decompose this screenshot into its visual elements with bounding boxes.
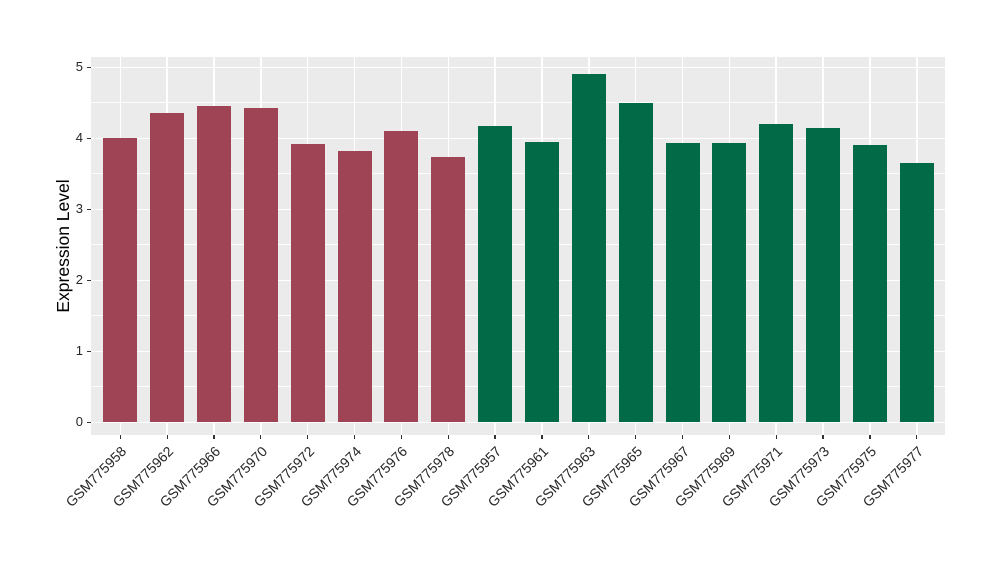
y-axis-tick bbox=[87, 350, 91, 352]
bar bbox=[665, 143, 700, 423]
y-tick-label: 4 bbox=[75, 130, 83, 146]
x-axis-tick bbox=[166, 435, 168, 439]
x-axis-tick bbox=[353, 435, 356, 439]
y-axis-tick bbox=[87, 279, 91, 281]
bar bbox=[759, 124, 794, 423]
x-axis-tick bbox=[588, 435, 590, 439]
bar bbox=[384, 131, 419, 423]
major-gridline bbox=[91, 421, 945, 424]
x-axis-tick bbox=[728, 435, 730, 439]
x-axis-tick bbox=[541, 435, 543, 439]
plot-panel bbox=[91, 57, 945, 435]
minor-gridline bbox=[91, 315, 945, 317]
x-axis-tick bbox=[775, 435, 777, 439]
bar bbox=[618, 102, 653, 423]
x-axis-tick bbox=[494, 435, 496, 439]
y-axis-tick bbox=[87, 66, 91, 68]
y-tick-label: 5 bbox=[75, 59, 83, 75]
bar bbox=[431, 157, 466, 423]
x-axis-tick bbox=[916, 435, 918, 439]
minor-gridline bbox=[91, 173, 945, 175]
y-tick-label: 1 bbox=[75, 343, 83, 359]
x-axis-tick bbox=[681, 435, 684, 439]
major-gridline bbox=[91, 208, 945, 211]
major-gridline bbox=[91, 279, 945, 282]
x-axis-tick bbox=[822, 435, 824, 439]
bar bbox=[571, 74, 606, 423]
x-axis-tick bbox=[260, 435, 262, 439]
bar bbox=[103, 138, 138, 423]
bar bbox=[524, 141, 559, 423]
bar bbox=[243, 108, 278, 423]
major-gridline bbox=[91, 350, 945, 353]
x-axis-tick bbox=[447, 435, 449, 439]
x-axis-tick bbox=[119, 435, 121, 439]
y-tick-label: 3 bbox=[75, 201, 83, 217]
x-axis-tick bbox=[307, 435, 309, 439]
x-axis-tick bbox=[869, 435, 871, 439]
bar bbox=[806, 127, 841, 423]
x-axis-tick bbox=[400, 435, 403, 439]
x-axis-tick bbox=[213, 435, 215, 439]
y-axis-tick bbox=[87, 208, 91, 210]
major-gridline bbox=[91, 137, 945, 140]
y-tick-label: 0 bbox=[75, 414, 83, 430]
x-axis-tick bbox=[635, 435, 637, 439]
y-axis-title: Expression Level bbox=[53, 179, 73, 313]
minor-gridline bbox=[91, 386, 945, 388]
y-axis-tick bbox=[87, 137, 91, 139]
bar bbox=[712, 143, 747, 423]
bar bbox=[197, 106, 231, 423]
y-tick-label: 2 bbox=[75, 272, 83, 288]
bar bbox=[899, 163, 934, 423]
bar bbox=[478, 126, 513, 423]
bar bbox=[290, 143, 325, 423]
minor-gridline bbox=[91, 244, 945, 246]
bar bbox=[852, 145, 887, 423]
y-axis-tick bbox=[87, 421, 91, 423]
bar bbox=[337, 151, 372, 423]
bar bbox=[150, 113, 185, 423]
minor-gridline bbox=[91, 102, 945, 104]
major-gridline bbox=[91, 66, 945, 69]
